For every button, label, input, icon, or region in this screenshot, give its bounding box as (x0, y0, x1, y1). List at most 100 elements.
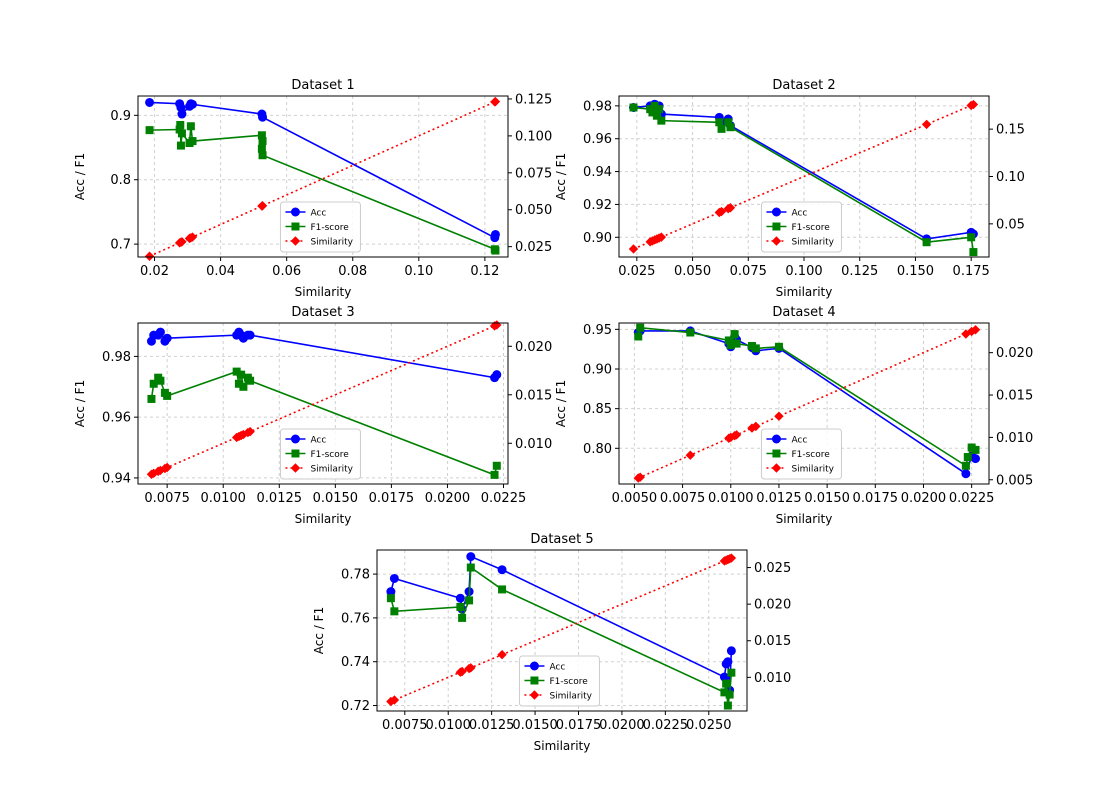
x-tick-label: 0.0100 (425, 718, 471, 733)
data-point (390, 607, 399, 616)
data-point (961, 461, 970, 470)
data-point (971, 445, 980, 454)
y-tick-label: 0.95 (583, 323, 612, 338)
data-point (176, 141, 185, 150)
legend: Acc F1-score Similarity (279, 201, 361, 253)
data-point (731, 430, 742, 440)
x-tick-label: 0.100 (785, 264, 822, 279)
x-tick-label: 0.025 (618, 264, 655, 279)
data-point (971, 454, 981, 464)
legend-label: Acc (791, 436, 807, 446)
legend-label: Similarity (310, 238, 353, 248)
chart-panel-1: 0.02 0.04 0.06 0.08 0.10 0.12 0.7 0.8 0.9 0.025 0.… (73, 78, 552, 299)
y2-tick-label: 0.010 (754, 671, 791, 686)
data-point (726, 123, 735, 132)
legend-label: F1-score (549, 677, 588, 687)
data-point (177, 109, 187, 119)
data-point (490, 96, 501, 107)
data-point (922, 238, 931, 247)
legend: Acc F1-score Similarity (279, 428, 361, 480)
data-point (725, 690, 734, 699)
x-tick-label: 0.0200 (901, 491, 947, 506)
y-tick-label: 0.96 (102, 411, 131, 426)
data-point (723, 701, 732, 710)
y2-tick-label: 0.010 (515, 437, 552, 452)
x-tick-label: 0.04 (206, 264, 235, 279)
series-f1-score (634, 323, 980, 470)
plot-frame (618, 95, 990, 258)
y2-tick-label: 0.015 (515, 388, 552, 403)
data-point (155, 327, 165, 337)
data-point (246, 376, 255, 385)
y-tick-label: 0.94 (583, 165, 612, 180)
x-tick-label: 0.0125 (756, 491, 802, 506)
y2-tick-label: 0.05 (996, 217, 1025, 232)
data-point (726, 553, 737, 563)
data-point (636, 323, 645, 332)
legend-box (760, 201, 842, 253)
x-tick-label: 0.0225 (949, 491, 995, 506)
plot-frame (137, 95, 509, 258)
data-point (466, 552, 476, 562)
y2-tick-label: 0.015 (996, 389, 1033, 404)
data-point (492, 370, 502, 380)
data-point (490, 470, 499, 479)
data-point (457, 666, 467, 677)
data-point (774, 411, 784, 421)
legend-label: Acc (310, 436, 326, 446)
y2-tick-label: 0.020 (754, 598, 791, 613)
data-point (386, 594, 395, 603)
data-point (968, 99, 979, 110)
data-point (491, 246, 500, 255)
data-point (145, 126, 154, 135)
series-f1-score (145, 120, 500, 255)
x-tick-label: 0.0200 (425, 491, 471, 506)
y-tick-label: 0.92 (583, 198, 612, 213)
x-tick-label: 0.0100 (708, 491, 754, 506)
legend: Acc F1-score Similarity (760, 428, 842, 480)
legend-label: F1-score (791, 450, 830, 460)
x-tick-label: 0.075 (730, 264, 767, 279)
data-point (466, 563, 475, 572)
legend-marker (529, 690, 540, 700)
legend-marker (290, 207, 300, 217)
data-point (239, 382, 248, 391)
data-point (961, 469, 971, 479)
data-point (258, 137, 267, 146)
y-axis-label: Acc / F1 (312, 607, 326, 654)
series-similarity (386, 553, 737, 707)
legend-label: Acc (549, 663, 565, 673)
x-tick-label: 0.175 (953, 264, 990, 279)
series-acc (146, 327, 502, 383)
data-point (147, 394, 156, 403)
legend-marker (771, 434, 781, 444)
x-tick-label: 0.0175 (556, 718, 602, 733)
legend-marker (290, 463, 301, 473)
legend-marker (291, 222, 300, 231)
data-point (389, 573, 399, 583)
legend-marker (772, 449, 781, 458)
data-point (456, 602, 465, 611)
data-point (498, 585, 507, 594)
y-axis-label: Acc / F1 (554, 153, 568, 200)
data-point (656, 232, 667, 242)
legend-box (760, 428, 842, 480)
legend-label: Acc (310, 209, 326, 219)
data-point (455, 593, 465, 603)
legend-marker (291, 449, 300, 458)
chart-panel-3: 0.0075 0.0100 0.0125 0.0150 0.0175 0.0200 0.02… (73, 305, 552, 526)
legend-label: Similarity (310, 465, 353, 475)
data-point (726, 646, 736, 656)
x-tick-label: 0.0075 (660, 491, 706, 506)
data-point (629, 103, 638, 112)
data-point (628, 244, 639, 254)
y2-tick-label: 0.015 (754, 634, 791, 649)
data-point (187, 232, 198, 242)
series-f1-score (629, 101, 978, 257)
data-point (634, 332, 643, 341)
y2-tick-label: 0.025 (754, 561, 791, 576)
data-point (188, 99, 198, 109)
x-tick-label: 0.0075 (382, 718, 428, 733)
data-point (963, 453, 972, 462)
